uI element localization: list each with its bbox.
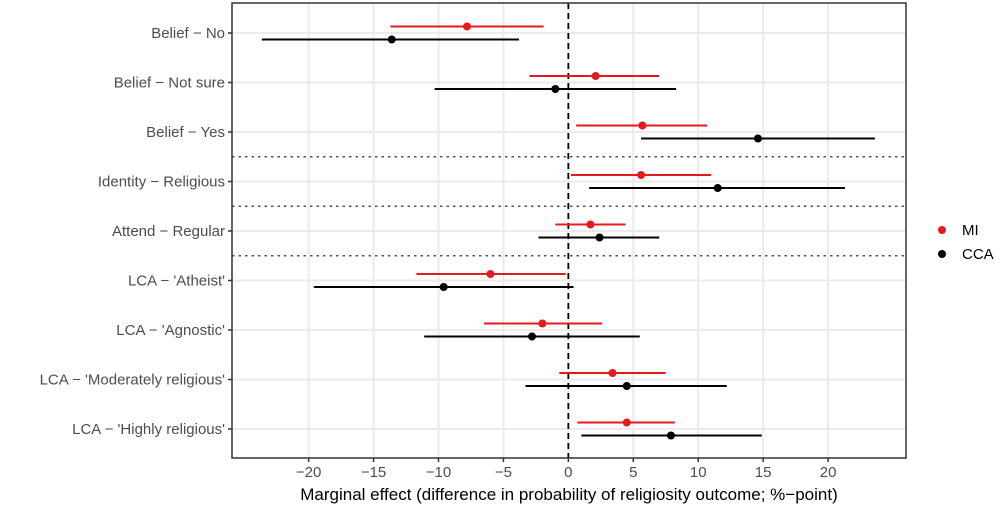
point-estimate-mi (591, 72, 600, 80)
y-tick-label: LCA − 'Atheist' (128, 273, 225, 290)
y-tick-label: LCA − 'Moderately religious' (40, 372, 226, 389)
point-estimate-cca (713, 184, 722, 192)
point-estimate-cca (527, 332, 536, 341)
x-tick-label: 15 (755, 464, 772, 481)
point-estimate-cca (439, 283, 448, 291)
legend-label-mi: MI (962, 222, 979, 239)
x-tick-label: 20 (820, 464, 837, 481)
point-estimate-cca (387, 35, 396, 44)
x-axis-title: Marginal effect (difference in probabili… (300, 485, 838, 504)
y-tick-label: LCA − 'Agnostic' (116, 322, 225, 339)
gridlines (232, 3, 906, 458)
x-tick-label: −10 (426, 464, 451, 481)
point-estimate-mi (622, 418, 631, 427)
legend: MI CCA (938, 222, 994, 263)
x-tick-label: −20 (296, 464, 321, 481)
point-estimate-cca (753, 134, 762, 143)
legend-key-cca (938, 250, 946, 258)
point-estimate-mi (538, 319, 547, 328)
point-estimate-cca (551, 85, 560, 93)
y-tick-label: Belief − No (151, 25, 225, 42)
point-estimate-cca (595, 233, 604, 242)
x-tick-label: −5 (495, 464, 512, 481)
x-tick-label: 10 (690, 464, 707, 481)
y-tick-label: Belief − Yes (146, 124, 225, 141)
y-tick-label: Belief − Not sure (114, 75, 225, 92)
point-estimate-mi (637, 171, 646, 179)
point-estimate-mi (608, 369, 617, 377)
point-estimate-mi (486, 270, 495, 278)
y-axis-labels: Belief − No Belief − Not sure Belief − Yes… (40, 25, 232, 438)
legend-label-cca: CCA (962, 246, 994, 263)
point-estimate-mi (638, 121, 647, 130)
point-estimate-cca (666, 431, 675, 440)
group-separators (232, 155, 906, 257)
y-tick-label: Attend − Regular (112, 223, 225, 240)
x-tick-label: 0 (564, 464, 572, 481)
point-estimate-mi (463, 22, 472, 31)
legend-key-mi (938, 226, 946, 234)
x-tick-label: −15 (361, 464, 386, 481)
y-tick-label: LCA − 'Highly religious' (72, 421, 225, 438)
x-axis-ticks: −20 −15 −10 −5 0 5 10 15 20 (296, 458, 837, 481)
point-estimate-cca (622, 382, 631, 390)
x-tick-label: 5 (629, 464, 637, 481)
point-ranges (261, 22, 875, 440)
y-tick-label: Identity − Religious (98, 174, 225, 191)
point-estimate-mi (586, 220, 595, 229)
